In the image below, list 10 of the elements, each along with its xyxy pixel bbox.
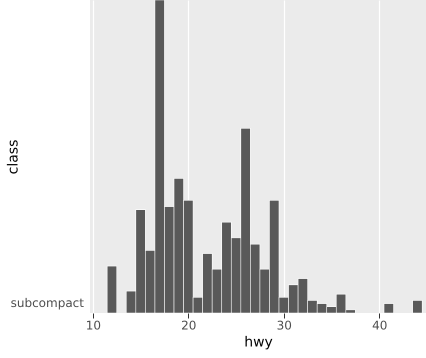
- x-tick-label: 30: [276, 318, 292, 332]
- x-tick-label: 20: [181, 318, 196, 332]
- x-axis-title: hwy: [244, 334, 273, 350]
- bar: [412, 300, 422, 314]
- bar: [384, 303, 394, 314]
- x-tick-label: 10: [86, 318, 102, 332]
- x-tick-label: 40: [372, 318, 388, 332]
- y-axis-title: class: [6, 140, 22, 174]
- text: subcompact: [10, 296, 84, 310]
- bar: [106, 266, 118, 314]
